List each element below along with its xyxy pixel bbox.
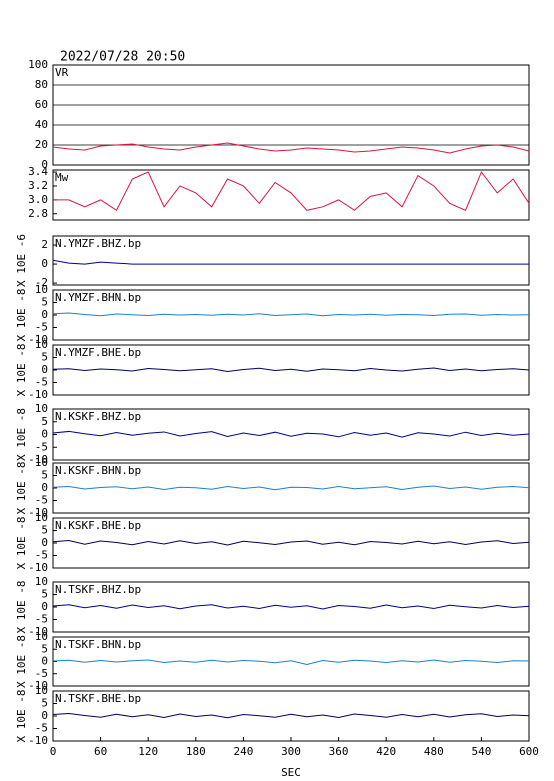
y-tick-label: 0 <box>41 709 48 722</box>
trace <box>52 604 530 610</box>
panel-label: Mw <box>55 171 69 184</box>
y-axis-label: X 10E -8 <box>15 344 28 397</box>
y-axis-label: X 10E -8 <box>15 462 28 515</box>
trace <box>52 259 529 265</box>
y-tick-label: 0 <box>41 363 48 376</box>
y-tick-label: 0 <box>41 308 48 321</box>
y-axis-label: X 10E -8 <box>15 289 28 342</box>
y-tick-label: 3.2 <box>28 179 48 192</box>
panel-label: N.KSKF.BHE.bp <box>55 519 141 532</box>
y-tick-label: -5 <box>35 549 48 562</box>
y-tick-label: 10 <box>35 511 48 524</box>
trace <box>53 171 530 212</box>
y-tick-label: 0 <box>41 257 48 270</box>
y-tick-label: 5 <box>41 588 48 601</box>
y-tick-label: 10 <box>35 630 48 643</box>
x-tick-label: 0 <box>50 745 57 758</box>
y-tick-label: -5 <box>35 613 48 626</box>
panel-label: N.KSKF.BHN.bp <box>55 464 141 477</box>
y-tick-label: -5 <box>35 376 48 389</box>
y-tick-label: -2 <box>35 276 48 289</box>
panel-label: N.YMZF.BHN.bp <box>55 291 141 304</box>
trace <box>52 367 530 373</box>
trace <box>52 659 530 665</box>
y-tick-label: -10 <box>28 388 48 401</box>
y-tick-label: 0 <box>41 536 48 549</box>
y-tick-label: 5 <box>41 697 48 710</box>
x-tick-label: 360 <box>329 745 349 758</box>
y-tick-label: 10 <box>35 338 48 351</box>
y-tick-label: 10 <box>35 684 48 697</box>
y-tick-label: -10 <box>28 561 48 574</box>
y-tick-label: -10 <box>28 333 48 346</box>
y-tick-label: 5 <box>41 469 48 482</box>
panel-label: N.YMZF.BHE.bp <box>55 346 141 359</box>
y-tick-label: -5 <box>35 440 48 453</box>
x-tick-label: 180 <box>186 745 206 758</box>
y-tick-label: 10 <box>35 283 48 296</box>
y-tick-label: -5 <box>35 722 48 735</box>
y-tick-label: -5 <box>35 494 48 507</box>
y-tick-label: -10 <box>28 734 48 747</box>
y-tick-label: 20 <box>35 138 48 151</box>
y-tick-label: 3.0 <box>28 193 48 206</box>
y-tick-label: 0 <box>41 481 48 494</box>
y-tick-label: -10 <box>28 679 48 692</box>
y-tick-label: -10 <box>28 625 48 638</box>
y-tick-label: -10 <box>28 506 48 519</box>
panel-label: N.TSKF.BHZ.bp <box>55 583 141 596</box>
panel-label: VR <box>55 66 69 79</box>
x-tick-label: 240 <box>233 745 253 758</box>
y-tick-label: 3.4 <box>28 165 48 178</box>
y-tick-label: -5 <box>35 321 48 334</box>
trace <box>52 539 530 546</box>
x-tick-label: 60 <box>94 745 107 758</box>
x-tick-label: 120 <box>138 745 158 758</box>
y-tick-label: 0 <box>41 158 48 171</box>
y-tick-label: 5 <box>41 642 48 655</box>
y-tick-label: 2.8 <box>28 207 48 220</box>
y-tick-label: 5 <box>41 524 48 537</box>
panel-label: N.TSKF.BHN.bp <box>55 638 141 651</box>
y-axis-label: X 10E -8 <box>15 408 28 461</box>
y-tick-label: 40 <box>35 118 48 131</box>
y-axis-label: X 10E -8 <box>15 690 28 743</box>
y-tick-label: 10 <box>35 575 48 588</box>
x-tick-label: 420 <box>376 745 396 758</box>
y-tick-label: -10 <box>28 453 48 466</box>
y-tick-label: 80 <box>35 78 48 91</box>
y-tick-label: 5 <box>41 296 48 309</box>
y-tick-label: 5 <box>41 351 48 364</box>
trace <box>52 485 530 491</box>
x-tick-label: 600 <box>519 745 539 758</box>
y-tick-label: 2 <box>41 238 48 251</box>
y-tick-label: 100 <box>28 58 48 71</box>
x-axis-label: SEC <box>281 766 301 779</box>
panel-label: N.TSKF.BHE.bp <box>55 692 141 705</box>
trace <box>52 312 530 317</box>
panel-frame <box>52 169 530 221</box>
y-tick-label: 0 <box>41 428 48 441</box>
y-axis-label: X 10E -6 <box>15 234 28 287</box>
y-axis-label: X 10E -8 <box>15 517 28 570</box>
y-tick-label: -5 <box>35 667 48 680</box>
x-tick-label: 480 <box>424 745 444 758</box>
x-tick-label: 300 <box>281 745 301 758</box>
x-tick-label: 540 <box>471 745 491 758</box>
y-tick-label: 10 <box>35 456 48 469</box>
y-tick-label: 60 <box>35 98 48 111</box>
trace <box>52 712 530 719</box>
y-axis-label: X 10E -8 <box>15 581 28 634</box>
y-tick-label: 0 <box>41 600 48 613</box>
y-tick-label: 5 <box>41 415 48 428</box>
trace <box>52 142 530 154</box>
chart-title: 2022/07/28 20:50 <box>60 50 185 65</box>
panel-label: N.YMZF.BHZ.bp <box>55 237 141 250</box>
y-tick-label: 10 <box>35 402 48 415</box>
trace <box>52 430 530 438</box>
y-tick-label: 0 <box>41 655 48 668</box>
y-axis-label: X 10E -8 <box>15 635 28 688</box>
panel-label: N.KSKF.BHZ.bp <box>55 410 141 423</box>
